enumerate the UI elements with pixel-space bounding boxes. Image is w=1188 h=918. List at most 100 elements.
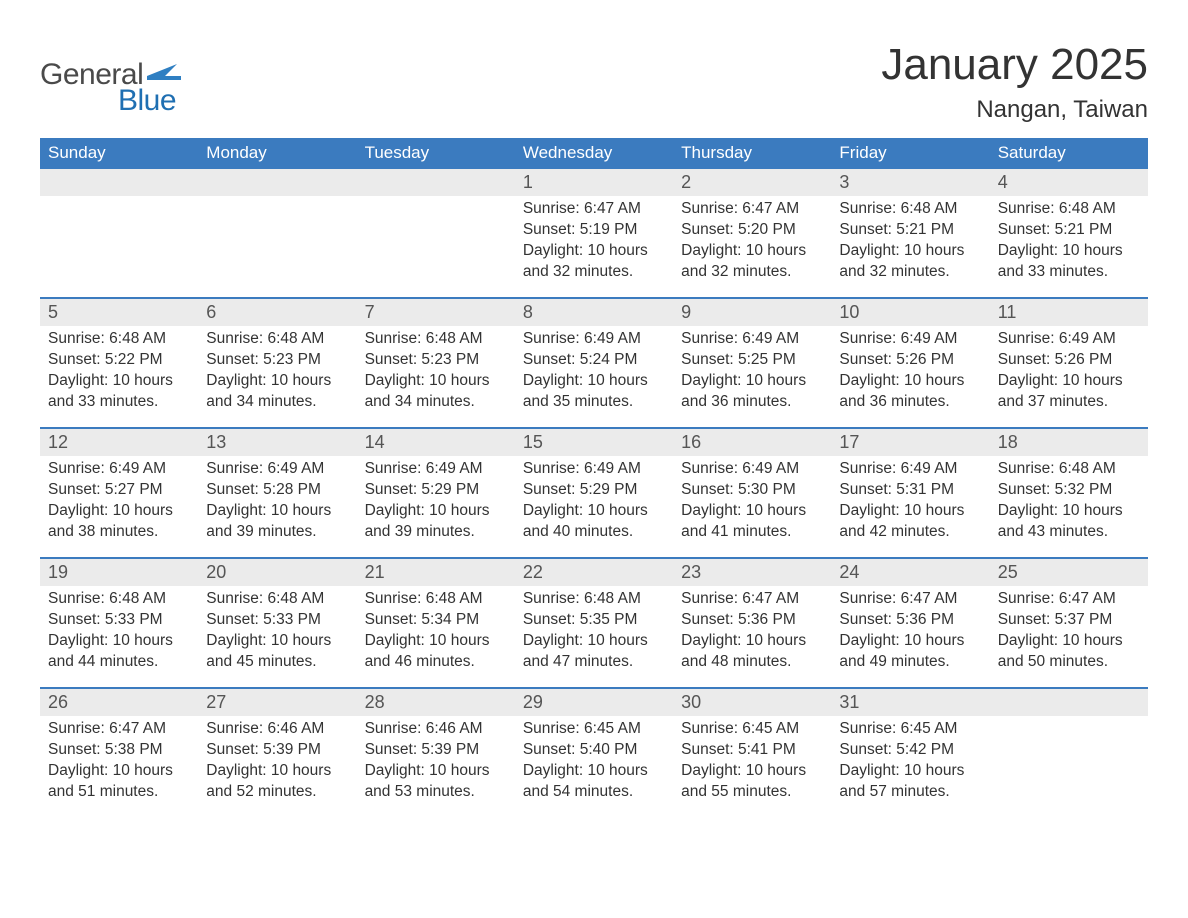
day-line-dl2: and 36 minutes. <box>681 392 823 413</box>
day-cell <box>357 169 515 297</box>
day-number: 6 <box>206 302 216 322</box>
day-line-dl1: Daylight: 10 hours <box>365 761 507 782</box>
day-line-sunrise: Sunrise: 6:47 AM <box>839 589 981 610</box>
day-number: 19 <box>48 562 68 582</box>
day-number: 7 <box>365 302 375 322</box>
day-line-sunset: Sunset: 5:26 PM <box>839 350 981 371</box>
day-body: Sunrise: 6:49 AMSunset: 5:28 PMDaylight:… <box>198 456 356 543</box>
day-line-dl2: and 43 minutes. <box>998 522 1140 543</box>
day-cell: 31 Sunrise: 6:45 AMSunset: 5:42 PMDayligh… <box>831 689 989 817</box>
day-num-row: 19 <box>40 559 198 586</box>
day-cell: 3Sunrise: 6:48 AMSunset: 5:21 PMDaylight… <box>831 169 989 297</box>
day-line-dl1: Daylight: 10 hours <box>681 371 823 392</box>
day-line-dl1: Daylight: 10 hours <box>839 241 981 262</box>
day-line-sunrise: Sunrise: 6:48 AM <box>839 199 981 220</box>
day-line-sunrise: Sunrise: 6:48 AM <box>206 329 348 350</box>
day-body: Sunrise: 6:49 AMSunset: 5:26 PMDaylight:… <box>831 326 989 413</box>
day-number: 4 <box>998 172 1008 192</box>
day-line-dl2: and 34 minutes. <box>365 392 507 413</box>
day-num-row: 11 <box>990 299 1148 326</box>
day-line-sunrise: Sunrise: 6:49 AM <box>48 459 190 480</box>
day-num-row: 10 <box>831 299 989 326</box>
day-cell: 21 Sunrise: 6:48 AMSunset: 5:34 PMDayligh… <box>357 559 515 687</box>
day-line-dl1: Daylight: 10 hours <box>839 371 981 392</box>
week-row: 26Sunrise: 6:47 AMSunset: 5:38 PMDayligh… <box>40 687 1148 817</box>
day-line-sunset: Sunset: 5:41 PM <box>681 740 823 761</box>
day-line-dl1: Daylight: 10 hours <box>206 761 348 782</box>
day-number: 15 <box>523 432 543 452</box>
day-line-sunrise: Sunrise: 6:45 AM <box>839 719 981 740</box>
day-num-row: 25 <box>990 559 1148 586</box>
day-number: 26 <box>48 692 68 712</box>
day-number: 8 <box>523 302 533 322</box>
day-body: Sunrise: 6:49 AMSunset: 5:29 PMDaylight:… <box>357 456 515 543</box>
day-line-sunset: Sunset: 5:29 PM <box>365 480 507 501</box>
day-line-sunrise: Sunrise: 6:47 AM <box>681 199 823 220</box>
day-line-dl1: Daylight: 10 hours <box>206 501 348 522</box>
day-line-dl2: and 52 minutes. <box>206 782 348 803</box>
day-num-row: 29 <box>515 689 673 716</box>
day-cell: 24Sunrise: 6:47 AMSunset: 5:36 PMDayligh… <box>831 559 989 687</box>
day-body: Sunrise: 6:48 AMSunset: 5:34 PMDaylight:… <box>357 586 515 673</box>
day-num-row <box>40 169 198 196</box>
day-num-row <box>990 689 1148 716</box>
day-body: Sunrise: 6:46 AMSunset: 5:39 PMDaylight:… <box>198 716 356 803</box>
day-number: 21 <box>365 562 385 582</box>
day-line-dl2: and 32 minutes. <box>523 262 665 283</box>
week-row: 1Sunrise: 6:47 AMSunset: 5:19 PMDaylight… <box>40 169 1148 297</box>
day-body: Sunrise: 6:48 AMSunset: 5:35 PMDaylight:… <box>515 586 673 673</box>
day-number: 30 <box>681 692 701 712</box>
day-number: 16 <box>681 432 701 452</box>
day-header-row: Sunday Monday Tuesday Wednesday Thursday… <box>40 138 1148 169</box>
day-num-row: 16 <box>673 429 831 456</box>
day-line-sunset: Sunset: 5:42 PM <box>839 740 981 761</box>
day-line-sunrise: Sunrise: 6:47 AM <box>48 719 190 740</box>
day-num-row <box>357 169 515 196</box>
day-line-dl1: Daylight: 10 hours <box>998 631 1140 652</box>
day-line-dl1: Daylight: 10 hours <box>839 761 981 782</box>
day-body: Sunrise: 6:49 AMSunset: 5:31 PMDaylight:… <box>831 456 989 543</box>
day-line-dl2: and 32 minutes. <box>681 262 823 283</box>
day-cell: 20Sunrise: 6:48 AMSunset: 5:33 PMDayligh… <box>198 559 356 687</box>
day-num-row: 2 <box>673 169 831 196</box>
day-body: Sunrise: 6:48 AMSunset: 5:23 PMDaylight:… <box>198 326 356 413</box>
day-line-sunrise: Sunrise: 6:49 AM <box>523 329 665 350</box>
day-line-sunrise: Sunrise: 6:49 AM <box>681 329 823 350</box>
day-line-dl2: and 53 minutes. <box>365 782 507 803</box>
location: Nangan, Taiwan <box>881 96 1148 124</box>
day-body: Sunrise: 6:47 AMSunset: 5:37 PMDaylight:… <box>990 586 1148 673</box>
day-line-sunrise: Sunrise: 6:48 AM <box>206 589 348 610</box>
day-line-dl2: and 35 minutes. <box>523 392 665 413</box>
day-line-dl2: and 41 minutes. <box>681 522 823 543</box>
day-line-sunset: Sunset: 5:32 PM <box>998 480 1140 501</box>
day-cell: 12Sunrise: 6:49 AMSunset: 5:27 PMDayligh… <box>40 429 198 557</box>
day-body: Sunrise: 6:47 AMSunset: 5:36 PMDaylight:… <box>673 586 831 673</box>
day-line-dl1: Daylight: 10 hours <box>839 631 981 652</box>
day-line-dl1: Daylight: 10 hours <box>365 631 507 652</box>
title-block: January 2025 Nangan, Taiwan <box>881 40 1148 124</box>
day-line-sunset: Sunset: 5:31 PM <box>839 480 981 501</box>
day-line-sunset: Sunset: 5:29 PM <box>523 480 665 501</box>
day-line-sunset: Sunset: 5:28 PM <box>206 480 348 501</box>
day-number: 31 <box>839 692 859 712</box>
day-line-dl2: and 39 minutes. <box>365 522 507 543</box>
day-header-monday: Monday <box>198 138 356 169</box>
day-cell: 17Sunrise: 6:49 AMSunset: 5:31 PMDayligh… <box>831 429 989 557</box>
month-title: January 2025 <box>881 40 1148 90</box>
day-line-sunrise: Sunrise: 6:47 AM <box>523 199 665 220</box>
day-cell: 4Sunrise: 6:48 AMSunset: 5:21 PMDaylight… <box>990 169 1148 297</box>
day-cell: 1Sunrise: 6:47 AMSunset: 5:19 PMDaylight… <box>515 169 673 297</box>
day-body: Sunrise: 6:46 AMSunset: 5:39 PMDaylight:… <box>357 716 515 803</box>
logo-text-blue: Blue <box>118 84 176 118</box>
day-line-dl2: and 37 minutes. <box>998 392 1140 413</box>
day-cell: 8 Sunrise: 6:49 AMSunset: 5:24 PMDaylight… <box>515 299 673 427</box>
day-line-sunset: Sunset: 5:19 PM <box>523 220 665 241</box>
day-cell: 30Sunrise: 6:45 AMSunset: 5:41 PMDayligh… <box>673 689 831 817</box>
day-body: Sunrise: 6:49 AMSunset: 5:24 PMDaylight:… <box>515 326 673 413</box>
day-line-sunrise: Sunrise: 6:48 AM <box>365 329 507 350</box>
day-line-dl1: Daylight: 10 hours <box>523 761 665 782</box>
day-line-dl1: Daylight: 10 hours <box>839 501 981 522</box>
day-cell: 7Sunrise: 6:48 AMSunset: 5:23 PMDaylight… <box>357 299 515 427</box>
day-line-sunrise: Sunrise: 6:49 AM <box>681 459 823 480</box>
day-line-dl1: Daylight: 10 hours <box>48 761 190 782</box>
